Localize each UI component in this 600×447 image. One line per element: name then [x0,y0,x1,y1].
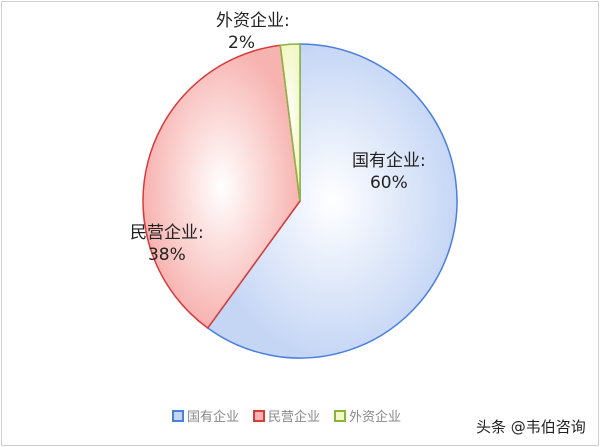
legend-item: 外资企业 [334,406,401,425]
data-label-minying: 民营企业: 38% [130,222,204,266]
legend-item: 民营企业 [253,406,320,425]
label-pct: 38% [147,245,186,265]
label-name: 国有企业: [352,151,426,171]
label-pct: 60% [369,173,408,193]
label-name: 民营企业: [130,223,204,243]
watermark: 头条 @韦伯咨询 [476,418,586,436]
legend-item: 国有企业 [172,406,239,425]
legend-label: 国有企业 [187,410,240,425]
pie-slice-2 [279,43,301,202]
legend-swatch [334,409,347,422]
label-pct: 2% [228,33,255,53]
label-name: 外资企业: [216,11,290,31]
data-label-waizi: 外资企业: 2% [216,10,290,54]
legend-swatch [172,409,184,422]
pie-slice-0 [206,43,458,359]
legend-swatch [253,409,266,422]
data-label-guoyou: 国有企业: 60% [352,150,426,194]
pie-slice-1 [142,44,301,330]
legend: 国有企业 民营企业 外资企业 [172,406,401,425]
legend-label: 外资企业 [349,410,402,425]
legend-label: 民营企业 [268,410,321,425]
